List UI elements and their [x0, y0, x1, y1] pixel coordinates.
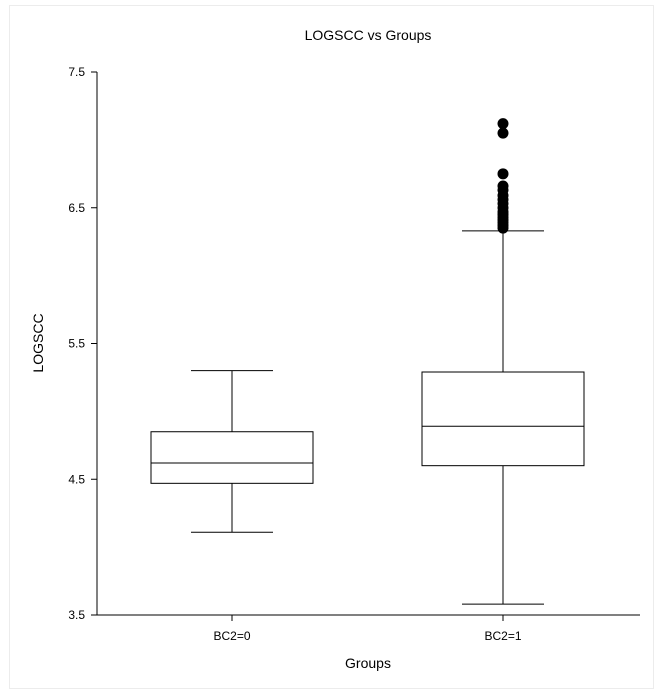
- y-tick-label: 7.5: [68, 65, 85, 79]
- x-tick-label: BC2=0: [213, 629, 250, 643]
- axes: 3.5 4.5 5.5 6.5 7.5 BC2=0 BC2=1: [68, 65, 640, 643]
- chart-title: LOGSCC vs Groups: [305, 27, 432, 43]
- outlier-point: [497, 180, 509, 192]
- y-tick-label: 3.5: [68, 608, 85, 622]
- x-axis-label: Groups: [345, 655, 391, 671]
- chart-frame: [9, 5, 654, 689]
- y-tick-label: 6.5: [68, 201, 85, 215]
- y-tick-label: 5.5: [68, 337, 85, 351]
- boxes: [150, 118, 585, 605]
- iqr-box: [421, 371, 585, 467]
- y-axis-label: LOGSCC: [30, 313, 46, 372]
- y-tick-label: 4.5: [68, 472, 85, 486]
- x-tick-label: BC2=1: [484, 629, 521, 643]
- outlier-point: [497, 127, 509, 139]
- outlier-point: [497, 168, 509, 180]
- outlier-point: [497, 118, 509, 130]
- box-group-1: [150, 370, 314, 533]
- box-group-2: [421, 118, 585, 605]
- iqr-box: [150, 431, 314, 484]
